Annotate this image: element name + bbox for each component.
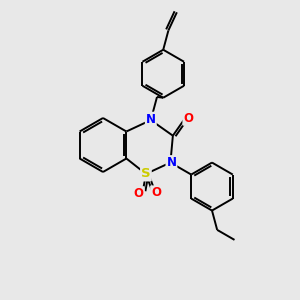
Text: O: O: [151, 186, 161, 199]
Text: N: N: [146, 112, 156, 126]
Text: S: S: [141, 167, 151, 180]
Text: N: N: [167, 156, 176, 169]
Text: O: O: [134, 187, 144, 200]
Text: O: O: [183, 112, 193, 125]
